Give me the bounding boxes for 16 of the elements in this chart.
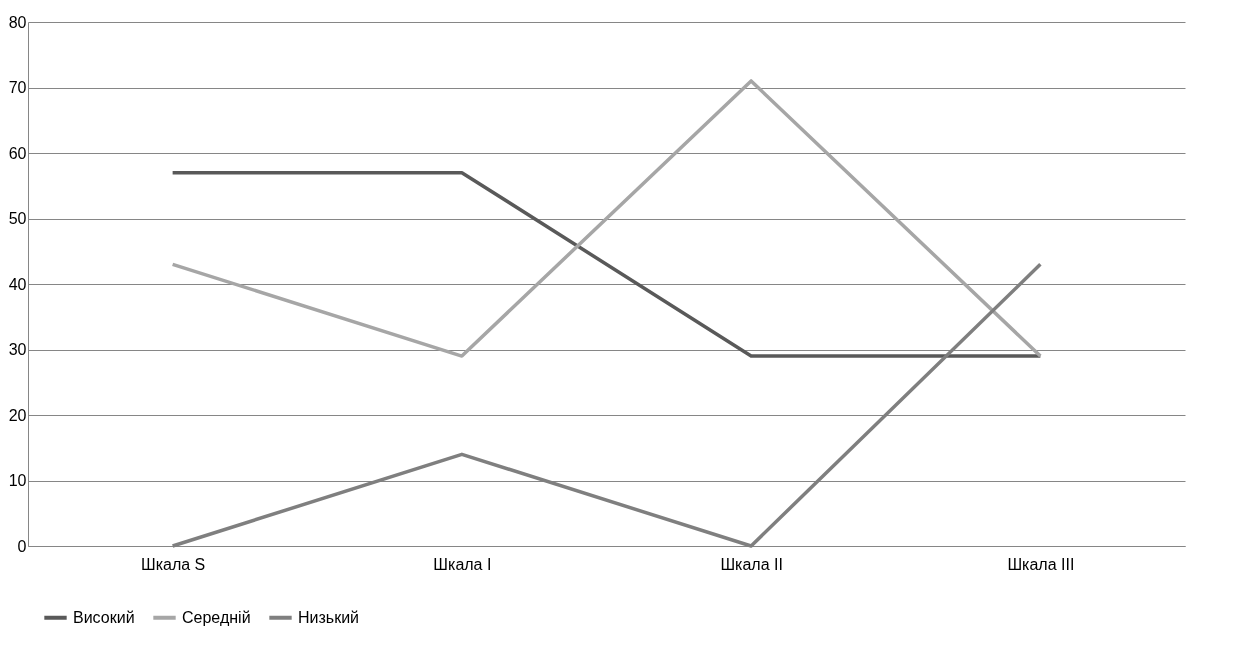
x-tick-label: Шкала I: [433, 555, 492, 573]
y-tick-label: 20: [8, 406, 27, 424]
y-tick-label: 40: [8, 275, 27, 293]
legend-label: Низький: [298, 608, 360, 626]
y-tick-label: 80: [8, 13, 27, 31]
y-tick-label: 50: [8, 210, 27, 227]
y-tick-label: 30: [8, 341, 27, 358]
y-tick-label: 60: [8, 144, 27, 162]
legend-label: Середній: [182, 608, 251, 626]
legend-label: Високий: [73, 608, 135, 626]
y-tick-label: 0: [17, 537, 27, 555]
y-tick-label: 70: [8, 79, 27, 96]
y-tick-label: 10: [8, 472, 27, 489]
x-tick-label: Шкала III: [1007, 555, 1075, 573]
x-tick-label: Шкала S: [140, 555, 206, 573]
x-tick-label: Шкала II: [720, 555, 783, 573]
